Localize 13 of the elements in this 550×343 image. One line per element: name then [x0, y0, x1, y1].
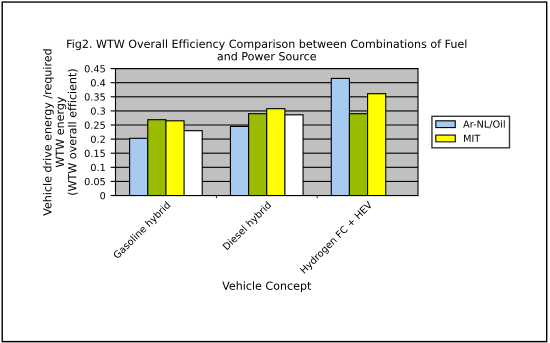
y-tick-label: 0.2 — [90, 136, 105, 143]
y-tick-label: 0.45 — [84, 65, 105, 72]
y-tick-label: 0.35 — [84, 93, 105, 101]
y-tick-label: 0.15 — [84, 150, 105, 158]
y-tick-label: 0.1 — [90, 164, 105, 172]
y-tick-label: 0.3 — [90, 107, 105, 115]
x-axis-title: Vehicle Concept — [222, 281, 312, 292]
y-tick-label: 0 — [100, 192, 106, 200]
legend-label: MIT — [464, 134, 480, 142]
legend-label: Ar-NL/Oil — [463, 120, 505, 129]
y-tick-label: 0.4 — [90, 79, 106, 87]
y-tick-label: 0.05 — [84, 178, 105, 186]
y-tick-label: 0.25 — [84, 121, 105, 129]
